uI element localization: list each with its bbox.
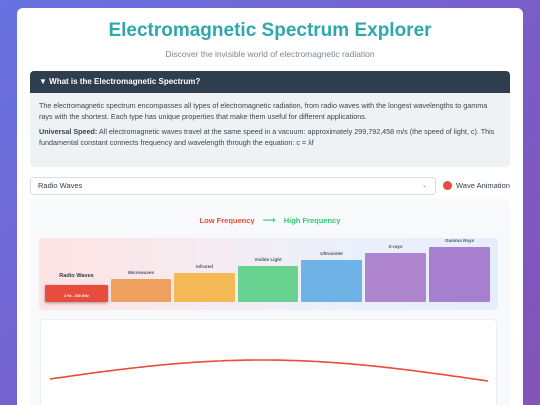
band-x-rays[interactable] (365, 253, 426, 302)
chevron-down-icon: ⌄ (421, 183, 427, 189)
band-ultraviolet[interactable] (301, 260, 362, 302)
info-panel: ▼ What is the Electromagnetic Spectrum? … (30, 71, 510, 167)
arrow-right-icon: ⟶ (262, 215, 276, 225)
high-frequency-label: High Frequency (283, 216, 341, 225)
spectrum-panel: Low Frequency ⟶ High Frequency Radio Wav… (30, 199, 510, 405)
wave-line (49, 359, 489, 382)
band-label: Microwaves (127, 270, 155, 275)
info-body: The electromagnetic spectrum encompasses… (30, 93, 510, 161)
band-gamma-rays[interactable] (429, 247, 490, 302)
band-infrared[interactable] (174, 273, 235, 302)
frequency-direction: Low Frequency ⟶ High Frequency (30, 215, 510, 226)
band-visible-light[interactable] (238, 266, 298, 302)
band-microwaves[interactable] (111, 279, 171, 302)
speed-text: All electromagnetic waves travel at the … (39, 127, 495, 147)
page-subtitle: Discover the invisible world of electrom… (165, 49, 375, 59)
wave-visualization (40, 319, 497, 405)
band-label: X-rays (388, 244, 403, 249)
band-label: Radio Waves (59, 273, 94, 279)
page-title: Electromagnetic Spectrum Explorer (108, 20, 432, 41)
wave-animation-toggle[interactable]: Wave Animation (443, 179, 510, 191)
spectrum-bar: Radio Waves 3 Hz - 300 GHz Microwaves Infra… (39, 238, 498, 310)
main-card: Electromagnetic Spectrum Explorer Discov… (17, 8, 523, 405)
record-dot-icon (443, 180, 452, 190)
band-radio-waves[interactable] (45, 285, 108, 302)
info-toggle-header[interactable]: ▼ What is the Electromagnetic Spectrum? (30, 71, 510, 93)
wave-animation-label: Wave Animation (456, 180, 510, 190)
band-label: Infrared (195, 264, 214, 269)
low-frequency-label: Low Frequency (199, 216, 255, 225)
band-label: Gamma Rays (444, 238, 475, 243)
speed-label: Universal Speed: (39, 127, 98, 136)
speed-paragraph: Universal Speed: All electromagnetic wav… (39, 127, 501, 148)
band-label: Ultraviolet (320, 251, 343, 256)
wave-svg (49, 359, 489, 382)
selected-wave-value: Radio Waves (38, 181, 83, 190)
band-label: Visible Light (254, 257, 282, 262)
info-paragraph: The electromagnetic spectrum encompasses… (39, 101, 488, 121)
wave-type-select[interactable]: Radio Waves ⌄ (30, 177, 436, 195)
band-range: 3 Hz - 300 GHz (64, 294, 89, 298)
